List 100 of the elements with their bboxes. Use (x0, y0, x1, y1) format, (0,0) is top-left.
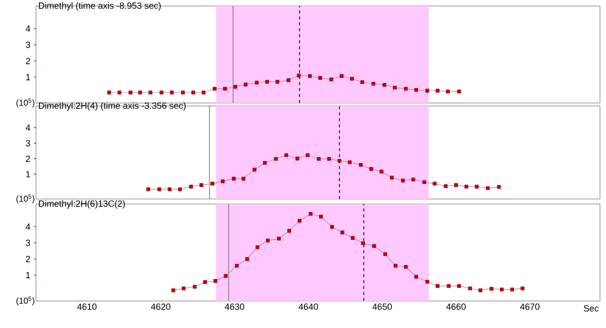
point (446, 284, 451, 288)
point (262, 160, 267, 165)
x-tick-label: 4660 (446, 304, 466, 310)
point (233, 84, 238, 89)
point (178, 187, 182, 192)
y-tick-label: 1 (26, 74, 30, 80)
x-tick-label: 4610 (77, 304, 97, 310)
point (171, 288, 176, 292)
point (232, 176, 236, 181)
point (223, 86, 227, 91)
point (338, 158, 342, 163)
x-tick-label: 4670 (520, 304, 540, 310)
point (210, 182, 214, 186)
point (361, 241, 365, 246)
point (330, 225, 334, 229)
y-axis-title: (10$^{5}$) (16, 98, 34, 108)
point (500, 288, 504, 292)
point (287, 228, 292, 233)
point (213, 279, 218, 283)
point (422, 180, 426, 184)
point (327, 156, 331, 161)
y-axis-title: (10$^{5}$) (16, 296, 34, 306)
point (444, 184, 448, 188)
point (486, 186, 490, 190)
point (510, 288, 514, 292)
point (350, 76, 354, 81)
y-tick-label: 4 (26, 224, 30, 230)
point (266, 238, 270, 242)
point (306, 153, 310, 158)
point (319, 214, 323, 219)
point (404, 264, 408, 269)
point (360, 80, 364, 84)
chart-title: Dimethyl:2H(4) (time axis -3.356 sec) (38, 102, 186, 111)
point (298, 218, 302, 223)
point (168, 187, 172, 192)
point (383, 252, 388, 256)
point (308, 212, 313, 216)
point (182, 286, 186, 290)
y-tick-label: 1 (26, 272, 30, 278)
point (107, 90, 111, 94)
point (254, 80, 259, 85)
chart-title: Dimethyl:2H(6)13C(2) (38, 200, 125, 209)
point (432, 182, 437, 186)
point (308, 74, 312, 78)
point (203, 280, 207, 284)
point (202, 90, 206, 94)
point (380, 170, 384, 174)
y-tick-label: 3 (26, 240, 30, 246)
point (160, 90, 164, 94)
y-tick-label: 2 (26, 256, 30, 262)
point (191, 90, 196, 94)
point (490, 286, 494, 291)
point (118, 90, 122, 94)
point (454, 183, 458, 187)
y-tick-label: 4 (26, 124, 30, 131)
point (457, 90, 461, 94)
point (296, 74, 301, 78)
point (446, 90, 450, 94)
point (316, 156, 321, 161)
x-tick-label: 4620 (150, 304, 170, 310)
point (170, 90, 174, 94)
y-tick-label: 4 (26, 26, 30, 32)
point (245, 257, 250, 261)
point (390, 176, 394, 180)
y-tick-label: 2 (26, 156, 30, 162)
point (401, 178, 405, 182)
y-tick-label: 2 (26, 58, 30, 64)
point (350, 236, 355, 240)
chart-title: Dimethyl (time axis -8.953 sec) (38, 2, 161, 11)
point (382, 82, 386, 87)
point (404, 86, 408, 91)
point (128, 90, 132, 94)
point (340, 230, 344, 234)
point (224, 274, 228, 278)
point (318, 76, 322, 80)
point (394, 264, 398, 268)
point (274, 156, 278, 161)
point (276, 236, 281, 240)
point (474, 184, 479, 188)
point (478, 288, 482, 292)
y-tick-label: 1 (26, 171, 30, 178)
point (457, 284, 461, 288)
point (256, 245, 260, 250)
point (242, 176, 246, 181)
point (286, 78, 290, 82)
point (212, 86, 217, 91)
point (252, 168, 256, 172)
point (496, 185, 501, 189)
point (436, 284, 440, 288)
point (358, 163, 363, 167)
point (181, 90, 185, 94)
point (340, 74, 344, 78)
y-tick-label: 3 (26, 140, 30, 146)
point (199, 183, 204, 187)
point (392, 86, 397, 90)
point (464, 184, 468, 188)
x-tick-label: 4640 (298, 304, 318, 310)
point (295, 156, 300, 160)
point (411, 178, 416, 182)
x-tick-label: 4650 (372, 304, 392, 310)
